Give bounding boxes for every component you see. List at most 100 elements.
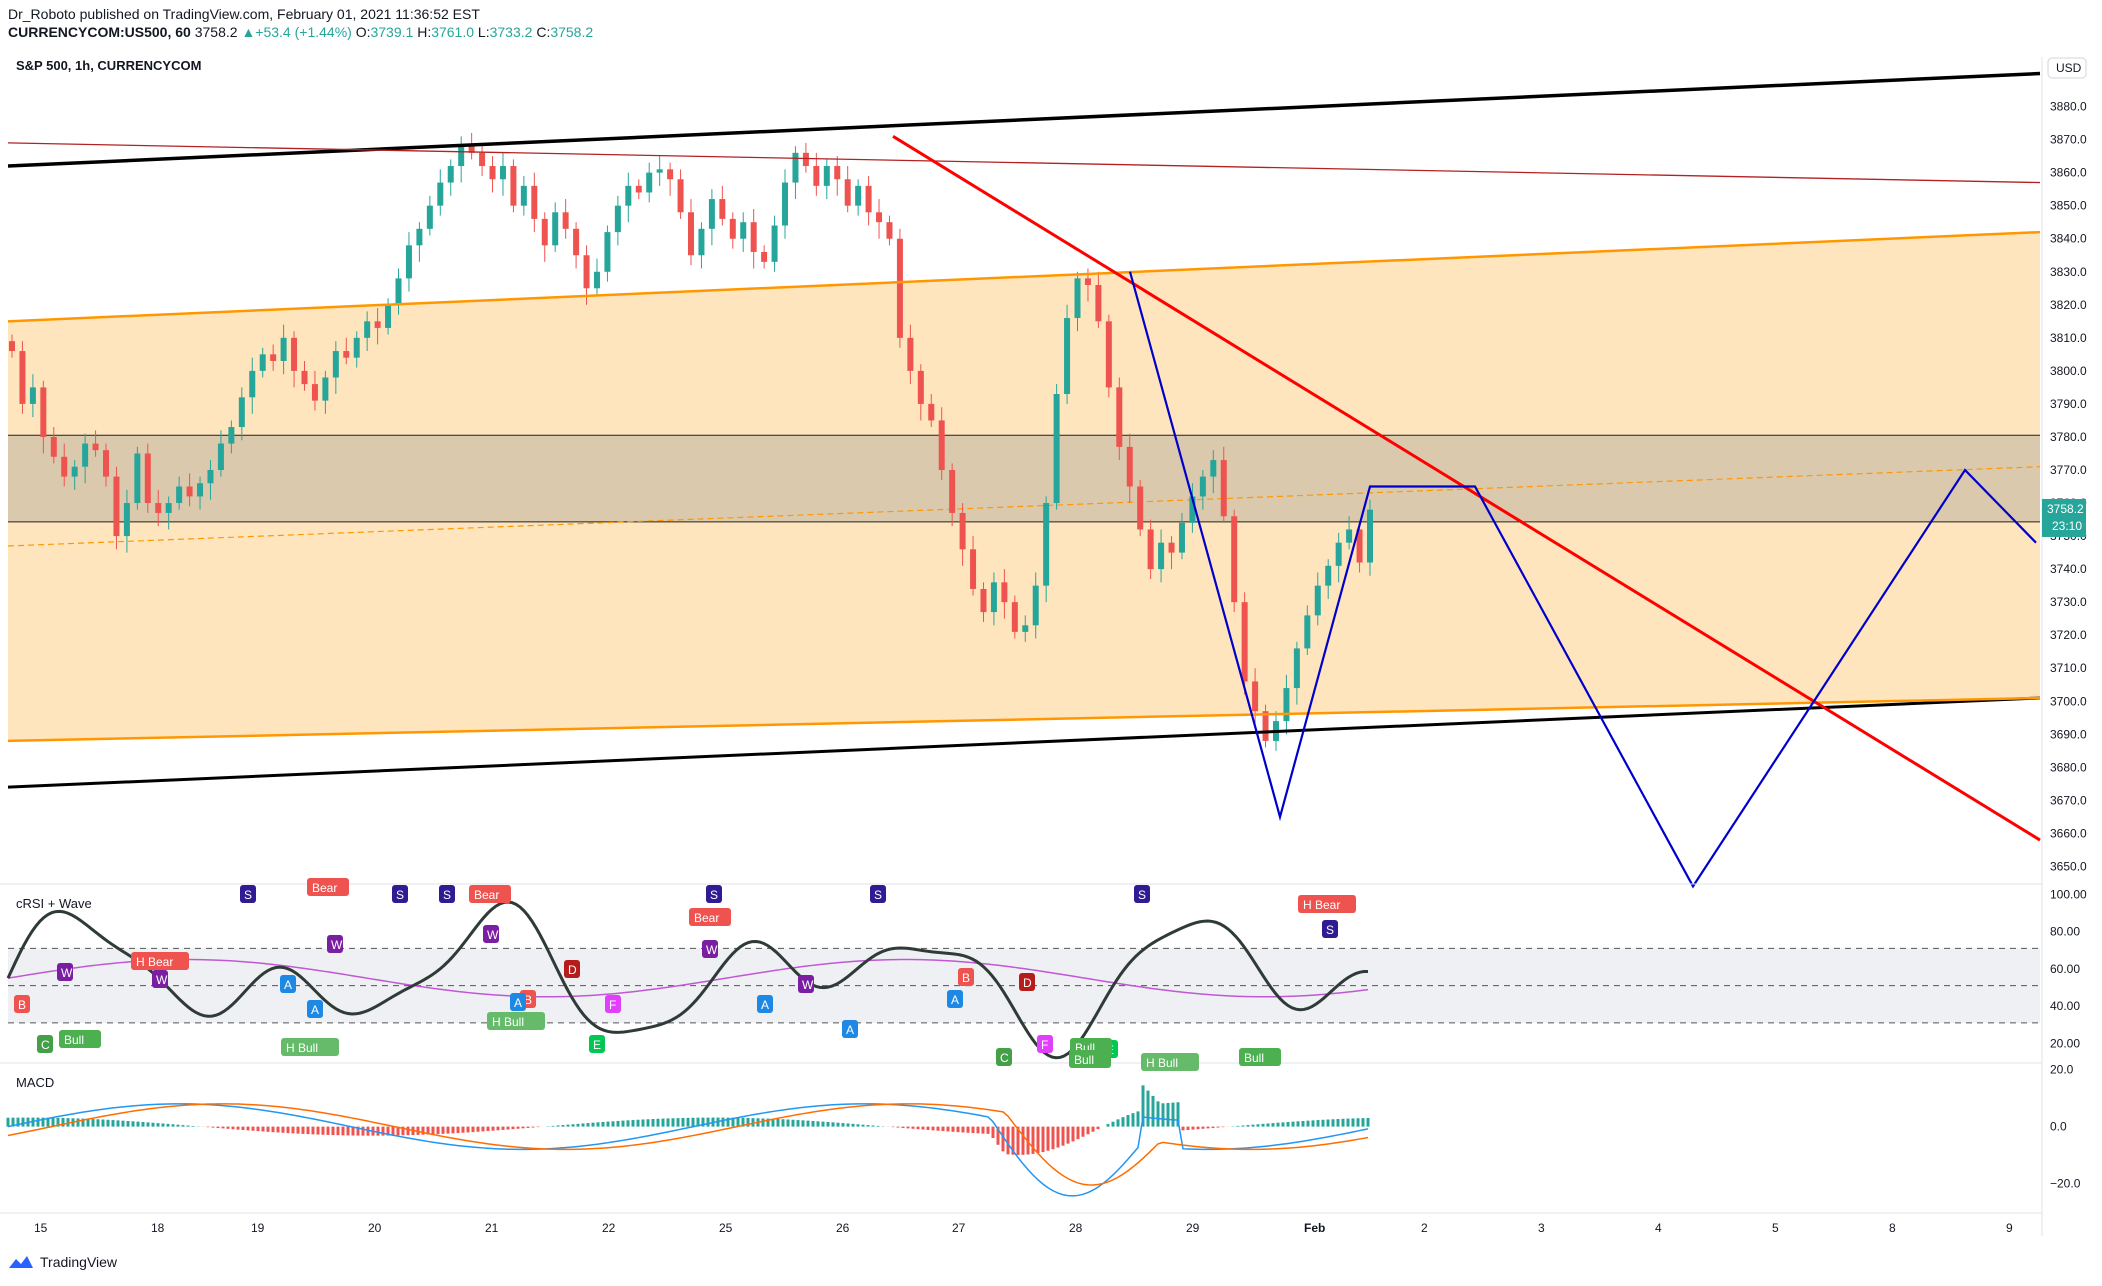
macd-histogram-bar — [686, 1117, 690, 1127]
price-tick-label: 3710.0 — [2050, 661, 2087, 675]
macd-histogram-bar — [1331, 1119, 1335, 1127]
macd-histogram-bar — [511, 1126, 515, 1130]
candle-body — [238, 397, 245, 428]
macd-histogram-bar — [1216, 1126, 1220, 1128]
time-tick-label: 19 — [251, 1221, 265, 1235]
signal-badge — [564, 960, 580, 978]
price-tick-label: 3800.0 — [2050, 364, 2087, 378]
macd-histogram-bar — [246, 1126, 250, 1131]
open-label: O: — [355, 24, 371, 40]
candle-body — [61, 456, 68, 477]
candle — [61, 443, 68, 487]
macd-histogram-bar — [646, 1119, 650, 1127]
candle-body — [573, 228, 580, 256]
macd-histogram-bar — [226, 1126, 230, 1129]
macd-histogram-bar — [836, 1122, 840, 1127]
signal-badge — [152, 970, 168, 988]
macd-histogram-bar — [126, 1120, 130, 1127]
candle — [896, 228, 903, 348]
macd-histogram-bar — [331, 1126, 335, 1136]
price-tick-label: 3650.0 — [2050, 859, 2087, 873]
signal-label: A — [284, 978, 292, 992]
crsi-title: cRSI + Wave — [16, 896, 92, 911]
up-triangle-icon: ▲ — [241, 24, 256, 40]
signal-badge — [1298, 895, 1356, 913]
macd-histogram-bar — [1151, 1095, 1155, 1127]
macd-histogram-bar — [921, 1126, 925, 1130]
last-price-badge-label: 3758.2 — [2047, 502, 2084, 516]
macd-histogram-bar — [596, 1122, 600, 1127]
candle — [437, 169, 444, 216]
macd-histogram-bar — [976, 1126, 980, 1134]
signal-badge — [280, 975, 296, 993]
signal-badge — [59, 1030, 101, 1048]
candle-body — [416, 228, 423, 246]
macd-histogram-bar — [576, 1123, 580, 1127]
signal-badge — [958, 968, 974, 986]
macd-histogram-bar — [1001, 1126, 1005, 1152]
candle-body — [1356, 529, 1363, 563]
macd-histogram-bar — [141, 1122, 145, 1127]
candle-body — [970, 549, 977, 589]
chart-canvas[interactable]: S&P 500, 1h, CURRENCYCOM3880.03870.03860… — [0, 40, 2102, 1246]
price-tick-label: 3700.0 — [2050, 694, 2087, 708]
candle — [113, 466, 120, 550]
candle-body — [144, 453, 151, 504]
candle-body — [823, 166, 830, 186]
macd-histogram-bar — [896, 1126, 900, 1128]
candle — [416, 222, 423, 262]
macd-histogram-bar — [236, 1126, 240, 1130]
macd-histogram-bar — [1266, 1123, 1270, 1127]
macd-histogram-bar — [221, 1126, 225, 1129]
candle-body — [1325, 565, 1332, 586]
signal-badge — [1322, 920, 1338, 938]
candle — [9, 334, 15, 358]
author-link[interactable]: Dr_Roboto — [8, 6, 76, 22]
candle-body — [1158, 542, 1165, 570]
macd-histogram-bar — [171, 1124, 175, 1127]
macd-histogram-bar — [816, 1121, 820, 1127]
close-value: 3758.2 — [550, 24, 594, 40]
candle — [1032, 572, 1039, 639]
candle — [1168, 536, 1175, 570]
candle — [1241, 592, 1248, 695]
candle — [834, 156, 841, 196]
candle-body — [593, 271, 600, 289]
macd-histogram-bar — [206, 1126, 210, 1128]
macd-histogram-bar — [1091, 1126, 1095, 1132]
macd-histogram-bar — [266, 1126, 270, 1132]
candle — [29, 374, 36, 418]
macd-histogram-bar — [1201, 1126, 1205, 1129]
macd-histogram-bar — [376, 1126, 380, 1136]
macd-histogram-bar — [6, 1117, 10, 1127]
candle — [228, 420, 235, 454]
macd-histogram-bar — [1236, 1125, 1240, 1127]
signal-badge — [392, 885, 408, 903]
countdown-label: 23:10 — [2052, 519, 2082, 533]
macd-histogram-bar — [636, 1119, 640, 1127]
candle-body — [1335, 542, 1342, 566]
macd-histogram-bar — [366, 1126, 370, 1136]
candle-body — [155, 503, 162, 513]
macd-histogram-bar — [466, 1126, 470, 1133]
macd-histogram-bar — [916, 1126, 920, 1130]
candle — [1262, 704, 1269, 748]
candle — [635, 179, 642, 200]
macd-histogram-bar — [471, 1126, 475, 1133]
macd-histogram-bar — [401, 1126, 405, 1136]
footer-brand: TradingView — [40, 1254, 118, 1270]
candle-body — [1178, 522, 1185, 553]
candle-body — [750, 222, 757, 252]
macd-histogram-bar — [61, 1117, 65, 1127]
candle-body — [688, 212, 694, 256]
upper-channel-black-line — [7, 71, 2041, 168]
candle-body — [510, 166, 517, 206]
candle — [917, 364, 924, 421]
candle-body — [928, 403, 935, 421]
macd-histogram-bar — [981, 1126, 985, 1134]
price-tick-label: 3690.0 — [2050, 727, 2087, 741]
resistance-zone — [8, 435, 2040, 522]
time-tick-label: 27 — [952, 1221, 966, 1235]
candle-body — [165, 503, 172, 513]
macd-histogram-bar — [831, 1122, 835, 1127]
